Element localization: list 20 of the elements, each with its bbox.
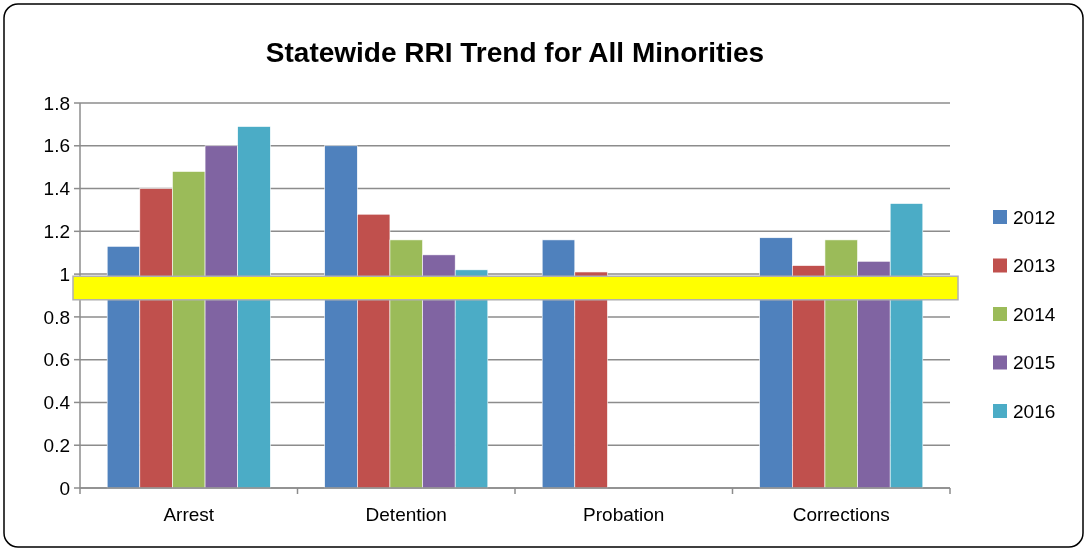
y-tick-label: 0.4 (43, 392, 71, 414)
x-tick-label: Detention (365, 504, 447, 525)
x-tick-label: Arrest (163, 504, 215, 525)
y-tick-label: 1.2 (43, 220, 70, 242)
legend-label: 2015 (1013, 352, 1056, 374)
legend-label: 2014 (1013, 303, 1056, 325)
y-tick-label: 1.6 (43, 135, 70, 157)
legend-label: 2016 (1013, 400, 1056, 422)
y-tick-label: 1.8 (43, 92, 70, 114)
chart-title: Statewide RRI Trend for All Minorities (265, 37, 765, 68)
y-tick-label: 1 (59, 263, 70, 285)
legend-label: 2012 (1013, 206, 1056, 228)
y-tick-label: 1.4 (43, 178, 71, 200)
y-tick-label: 0.2 (43, 434, 70, 456)
y-tick-label: 0 (59, 477, 70, 499)
y-tick-label: 0.6 (43, 349, 70, 371)
x-tick-label: Probation (583, 504, 665, 525)
y-tick-label: 0.8 (43, 306, 70, 328)
legend-label: 2013 (1013, 255, 1056, 277)
x-tick-label: Corrections (792, 504, 890, 525)
